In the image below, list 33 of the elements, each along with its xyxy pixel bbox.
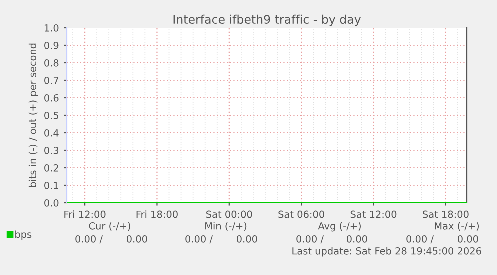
- legend-label: bps: [16, 230, 32, 240]
- x-tick-label: Sat 06:00: [278, 210, 324, 218]
- x-tick-label: Sat 12:00: [350, 210, 397, 218]
- text: 0.00: [346, 235, 368, 243]
- x-tick-label: Sat 00:00: [206, 210, 252, 218]
- text: Min (-/+): [206, 222, 247, 231]
- text: Last update: Sat Feb 28 19:45:00 2026: [292, 247, 482, 257]
- text: Avg (-/+): [318, 222, 361, 232]
- text: Cur (-/+): [89, 222, 130, 231]
- y-tick-label: 0.1: [44, 182, 58, 190]
- y-tick-label: 0.4: [44, 129, 59, 137]
- y-tick-label: 0.7: [44, 76, 59, 84]
- text: 0.00 /: [296, 235, 324, 244]
- text: 0.00 /: [406, 235, 434, 244]
- text: 0.00: [126, 235, 148, 243]
- y-tick-label: 0.8: [44, 59, 59, 67]
- text: 0.00: [458, 235, 478, 243]
- y-tick-label: 0.0: [44, 199, 59, 207]
- text: Max (-/+): [435, 222, 480, 231]
- y-tick-label: 0.3: [44, 146, 59, 154]
- y-tick-label: 0.2: [44, 164, 58, 172]
- x-tick-label: Sat 18:00: [423, 210, 469, 218]
- text: 0.00 /: [186, 235, 213, 244]
- y-tick-label: 0.9: [44, 42, 59, 50]
- chart-title: Interface ifbeth9 traffic - by day: [174, 14, 361, 26]
- y-tick-label: 0.5: [44, 112, 59, 120]
- y-axis-title: bits in (-) / out (+) per second: [28, 44, 38, 188]
- y-tick-label: 0.6: [44, 94, 59, 102]
- x-tick-label: Fri 12:00: [64, 210, 106, 218]
- text: 0.00 /: [76, 235, 103, 244]
- y-tick-label: 1.0: [44, 24, 59, 32]
- text: 0.00: [236, 235, 258, 243]
- x-tick-label: Fri 18:00: [136, 210, 178, 218]
